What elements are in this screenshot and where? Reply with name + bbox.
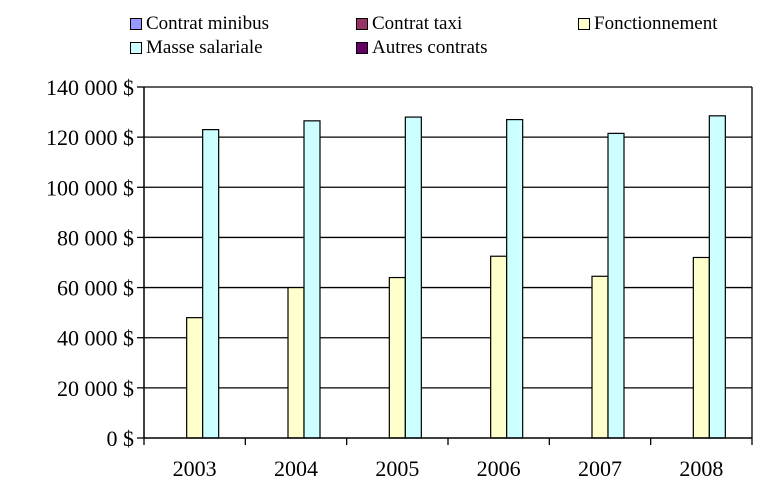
legend-swatch [356, 41, 368, 54]
y-tick-label: 120 000 $ [46, 125, 134, 150]
bar-masse-salariale [303, 120, 321, 439]
y-tick-label: 0 $ [107, 426, 135, 451]
x-tick-label: 2003 [173, 456, 217, 481]
x-tick-label: 2005 [375, 456, 419, 481]
legend-label: Autres contrats [372, 37, 488, 58]
legend: Contrat minibus Contrat taxi Fonctionnem… [0, 0, 766, 60]
legend-swatch [130, 17, 142, 30]
y-tick-label: 60 000 $ [57, 276, 134, 301]
y-tick-label: 40 000 $ [57, 326, 134, 351]
legend-item-contrat-minibus[interactable]: Contrat minibus [130, 14, 269, 33]
bar-fonctionnement [591, 275, 609, 439]
x-tick-label: 2004 [274, 456, 318, 481]
bar-fonctionnement [287, 286, 305, 439]
legend-item-masse-salariale[interactable]: Masse salariale [130, 38, 263, 57]
y-tick-label: 140 000 $ [46, 75, 134, 100]
bar-masse-salariale [607, 132, 625, 439]
x-axis-tick-labels: 2003 2004 2005 2006 2007 2008 [173, 456, 724, 481]
legend-item-autres-contrats[interactable]: Autres contrats [356, 38, 488, 57]
legend-swatch [130, 41, 142, 54]
legend-label: Contrat taxi [372, 13, 463, 34]
y-tick-label: 80 000 $ [57, 225, 134, 250]
bar-fonctionnement [490, 255, 508, 439]
bar-masse-salariale [506, 118, 524, 439]
legend-label: Contrat minibus [146, 13, 269, 34]
x-tick-label: 2007 [578, 456, 622, 481]
bar-masse-salariale [708, 115, 726, 439]
legend-item-contrat-taxi[interactable]: Contrat taxi [356, 14, 462, 33]
gridlines [144, 86, 752, 389]
bars [186, 115, 726, 439]
y-tick-label: 100 000 $ [46, 175, 134, 200]
y-tick-label: 20 000 $ [57, 376, 134, 401]
legend-item-fonctionnement[interactable]: Fonctionnement [578, 14, 717, 33]
bar-fonctionnement [186, 317, 204, 439]
bar-masse-salariale [404, 116, 422, 439]
axes [137, 86, 753, 445]
legend-label: Masse salariale [146, 37, 263, 58]
legend-label: Fonctionnement [594, 13, 718, 34]
y-axis-tick-labels: 0 $ 20 000 $ 40 000 $ 60 000 $ 80 000 $ 100 0… [46, 75, 134, 451]
legend-swatch [578, 17, 590, 30]
bar-fonctionnement [388, 276, 406, 439]
bar-fonctionnement [692, 256, 710, 439]
legend-swatch [356, 17, 368, 30]
x-tick-label: 2008 [679, 456, 723, 481]
bar-masse-salariale [202, 129, 220, 439]
x-tick-label: 2006 [477, 456, 521, 481]
